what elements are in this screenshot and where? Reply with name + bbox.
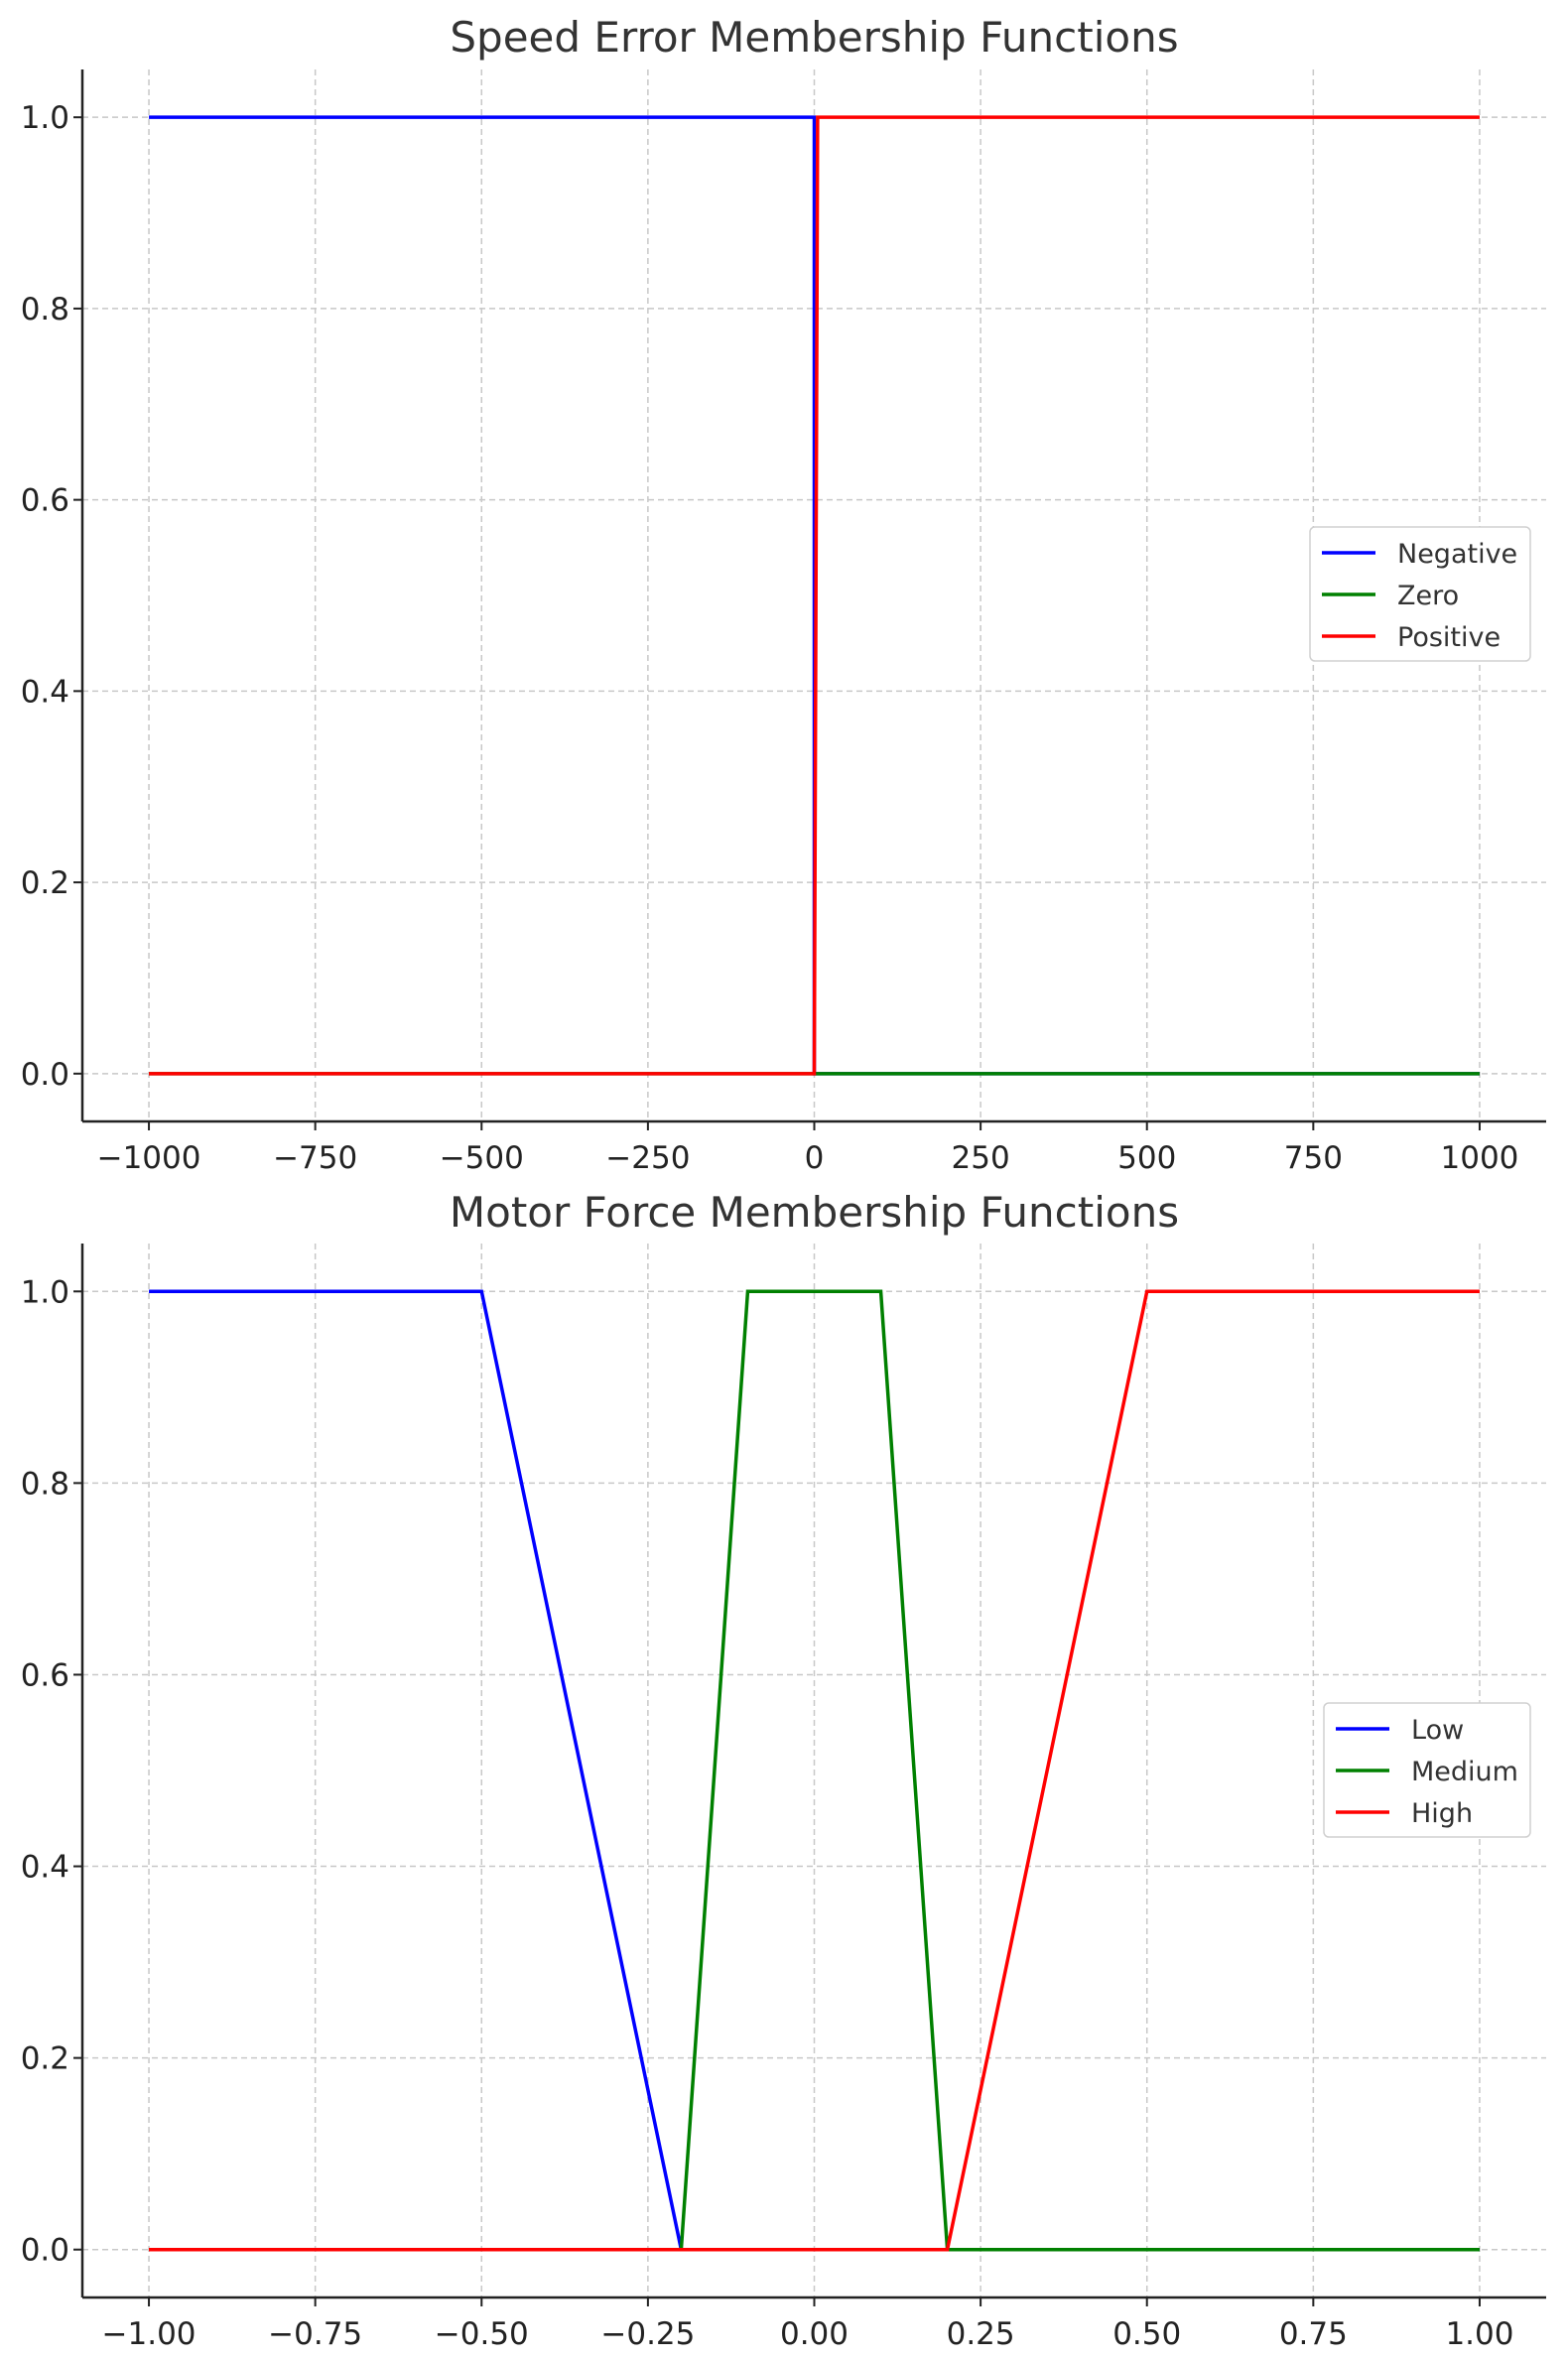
y-tick-label: 0.6 — [21, 483, 69, 519]
y-tick-label: 0.4 — [21, 674, 69, 710]
legend-label: Medium — [1411, 1757, 1518, 1787]
x-tick-label: 0.25 — [947, 2316, 1015, 2352]
x-tick-label: 0.50 — [1112, 2316, 1181, 2352]
legend-label: High — [1411, 1798, 1473, 1829]
y-tick-label: 0.2 — [21, 2041, 69, 2077]
x-tick-label: 0.75 — [1279, 2316, 1348, 2352]
x-tick-label: −0.50 — [435, 2316, 529, 2352]
legend-label: Positive — [1397, 622, 1501, 653]
legend-box — [1309, 526, 1531, 662]
x-tick-label: 0 — [805, 1140, 825, 1176]
x-tick-label: −0.75 — [268, 2316, 362, 2352]
y-tick-label: 0.0 — [21, 2233, 69, 2269]
x-tick-label: −1000 — [97, 1140, 201, 1176]
y-tick-label: 1.0 — [21, 1274, 69, 1310]
x-tick-label: 250 — [952, 1140, 1010, 1176]
y-tick-label: 0.6 — [21, 1657, 69, 1693]
x-tick-label: −1.00 — [102, 2316, 196, 2352]
x-tick-label: 1000 — [1441, 1140, 1519, 1176]
chart-2: Motor Force Membership Functions −1.00 −0.… — [21, 1188, 1546, 2352]
y-tick-label: 1.0 — [21, 100, 69, 136]
legend-label: Low — [1411, 1715, 1464, 1746]
chart-1: Speed Error Membership Functions −1000 −75… — [21, 13, 1546, 1176]
x-tick-label: 750 — [1284, 1140, 1343, 1176]
series-line-positive — [149, 115, 1480, 1076]
y-tick-label: 0.8 — [21, 292, 69, 328]
y-tick-label: 0.2 — [21, 865, 69, 901]
legend-label: Negative — [1397, 539, 1517, 570]
chart-title: Speed Error Membership Functions — [450, 13, 1178, 62]
series-line-high — [149, 1289, 1480, 2252]
x-tick-label: 1.00 — [1445, 2316, 1513, 2352]
legend: Negative Zero Positive — [1309, 526, 1531, 662]
chart-title: Motor Force Membership Functions — [450, 1188, 1179, 1237]
y-tick-label: 0.8 — [21, 1466, 69, 1502]
x-tick-label: −0.25 — [600, 2316, 695, 2352]
x-tick-label: −750 — [273, 1140, 357, 1176]
y-tick-label: 0.4 — [21, 1850, 69, 1886]
y-tick-label: 0.0 — [21, 1057, 69, 1093]
legend: Low Medium High — [1323, 1702, 1531, 1838]
x-tick-label: −500 — [440, 1140, 524, 1176]
x-tick-label: 0.00 — [780, 2316, 849, 2352]
legend-box — [1323, 1702, 1531, 1838]
legend-label: Zero — [1397, 581, 1459, 611]
x-tick-label: −250 — [605, 1140, 690, 1176]
x-tick-label: 500 — [1117, 1140, 1176, 1176]
